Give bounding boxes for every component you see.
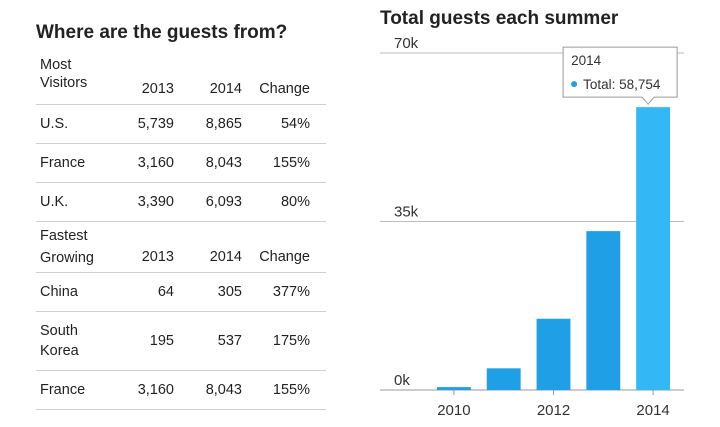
value-change: 175% [242,311,326,371]
value-2013: 195 [126,311,174,371]
section-header-fastest-growing: Fastest Growing 2013 2014 Change [36,221,326,273]
value-2014: 8,043 [174,143,242,183]
bar-2010[interactable] [436,387,471,390]
table-row: France 3,160 8,043 155% [36,370,326,410]
y-tick-label: 0k [394,372,410,389]
value-2014: 8,043 [174,370,242,410]
header-2014: 2014 [174,54,242,105]
chart-title: Total guests each summer [380,8,619,29]
value-change: 54% [242,104,326,144]
tooltip: 2014 Total: 58,754 [562,46,678,105]
value-change: 80% [242,182,326,222]
header-label: Fastest Growing [36,221,126,273]
guests-origin-table: Most Visitors 2013 2014 Change U.S. 5,739… [36,54,326,410]
header-2013: 2013 [126,54,174,105]
tooltip-title: 2014 [571,53,602,68]
value-2014: 305 [174,272,242,312]
country-name: France [36,370,126,410]
y-tick-label: 70k [394,35,419,52]
x-tick-label: 2010 [437,402,470,419]
table-row: China 64 305 377% [36,272,326,312]
country-name: South Korea [36,311,126,371]
value-2013: 3,160 [126,370,174,410]
value-2014: 6,093 [174,182,242,222]
table-row: U.S. 5,739 8,865 54% [36,104,326,144]
header-2014: 2014 [174,221,242,273]
bar-2011[interactable] [486,368,521,390]
x-tick-label: 2012 [537,402,570,419]
header-change: Change [242,54,326,105]
tooltip-marker-icon [571,81,578,88]
value-2014: 8,865 [174,104,242,144]
value-change: 377% [242,272,326,312]
value-2014: 537 [174,311,242,371]
value-2013: 3,160 [126,143,174,183]
value-2013: 5,739 [126,104,174,144]
bar-2013[interactable] [586,231,621,390]
bar-2012[interactable] [536,318,571,390]
tooltip-value: Total: 58,754 [583,77,661,92]
country-name: France [36,143,126,183]
table-row: South Korea 195 537 175% [36,311,326,371]
header-2013: 2013 [126,221,174,273]
section-header-most-visitors: Most Visitors 2013 2014 Change [36,54,326,105]
country-name: U.K. [36,182,126,222]
y-tick-label: 35k [394,204,419,221]
value-change: 155% [242,143,326,183]
guests-origin-panel: Where are the guests from? Most Visitors … [36,18,326,410]
table-title: Where are the guests from? [36,22,288,43]
tooltip-box [562,46,678,105]
value-change: 155% [242,370,326,410]
value-2013: 3,390 [126,182,174,222]
x-tick-label: 2014 [636,402,669,419]
table-row: U.K. 3,390 6,093 80% [36,182,326,222]
header-label: Most Visitors [36,54,126,105]
header-change: Change [242,221,326,273]
value-2013: 64 [126,272,174,312]
bar-2014[interactable] [636,107,671,391]
table-row: France 3,160 8,043 155% [36,143,326,183]
country-name: U.S. [36,104,126,144]
country-name: China [36,272,126,312]
